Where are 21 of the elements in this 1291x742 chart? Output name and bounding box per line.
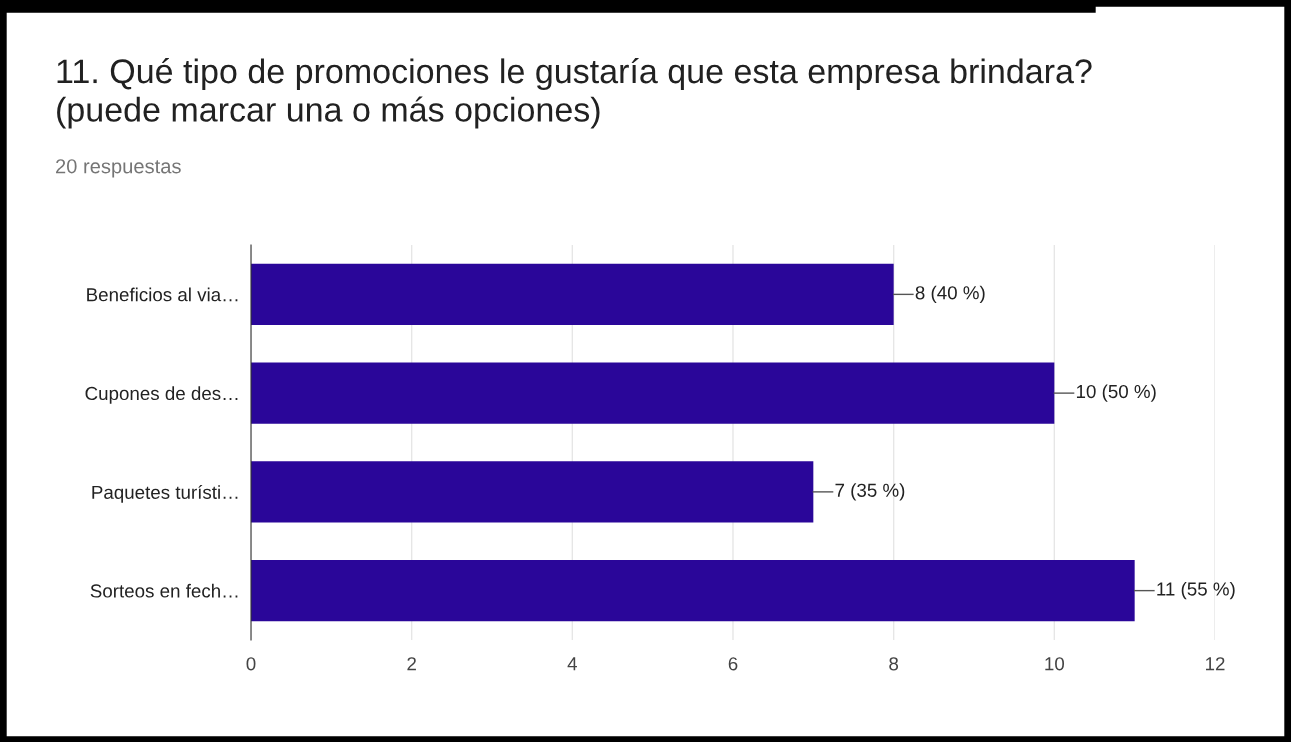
y-tick-label: Cupones de des… — [85, 386, 238, 404]
y-tick-label: Beneficios al via… — [87, 287, 238, 302]
x-tick-label: 2 — [407, 657, 416, 671]
x-tick-label: 10 — [1045, 657, 1065, 671]
bar — [251, 263, 894, 325]
data-label: 10 (50 %) — [1076, 384, 1156, 402]
bar — [251, 560, 1135, 622]
x-tick-label: 12 — [1206, 657, 1225, 671]
y-tick-label: Sorteos en fech… — [90, 583, 238, 598]
data-label: 8 (40 %) — [915, 285, 985, 304]
data-label: 11 (55 %) — [1157, 581, 1235, 600]
bar — [251, 362, 1055, 424]
x-tick-label: 6 — [728, 657, 738, 671]
chart-subtitle: 20 respuestas — [56, 159, 181, 178]
y-tick-label: Paquetes turísti… — [92, 484, 238, 503]
x-tick-label: 0 — [246, 657, 256, 671]
bar — [251, 461, 814, 523]
x-tick-label: 4 — [567, 657, 577, 671]
x-tick-label: 8 — [889, 657, 899, 671]
chart-title: 11. Qué tipo de promociones le gustaría que esta empresa brindara? (puede marcar una o más opciones) — [57, 58, 1092, 129]
data-label: 7 (35 %) — [835, 483, 905, 501]
